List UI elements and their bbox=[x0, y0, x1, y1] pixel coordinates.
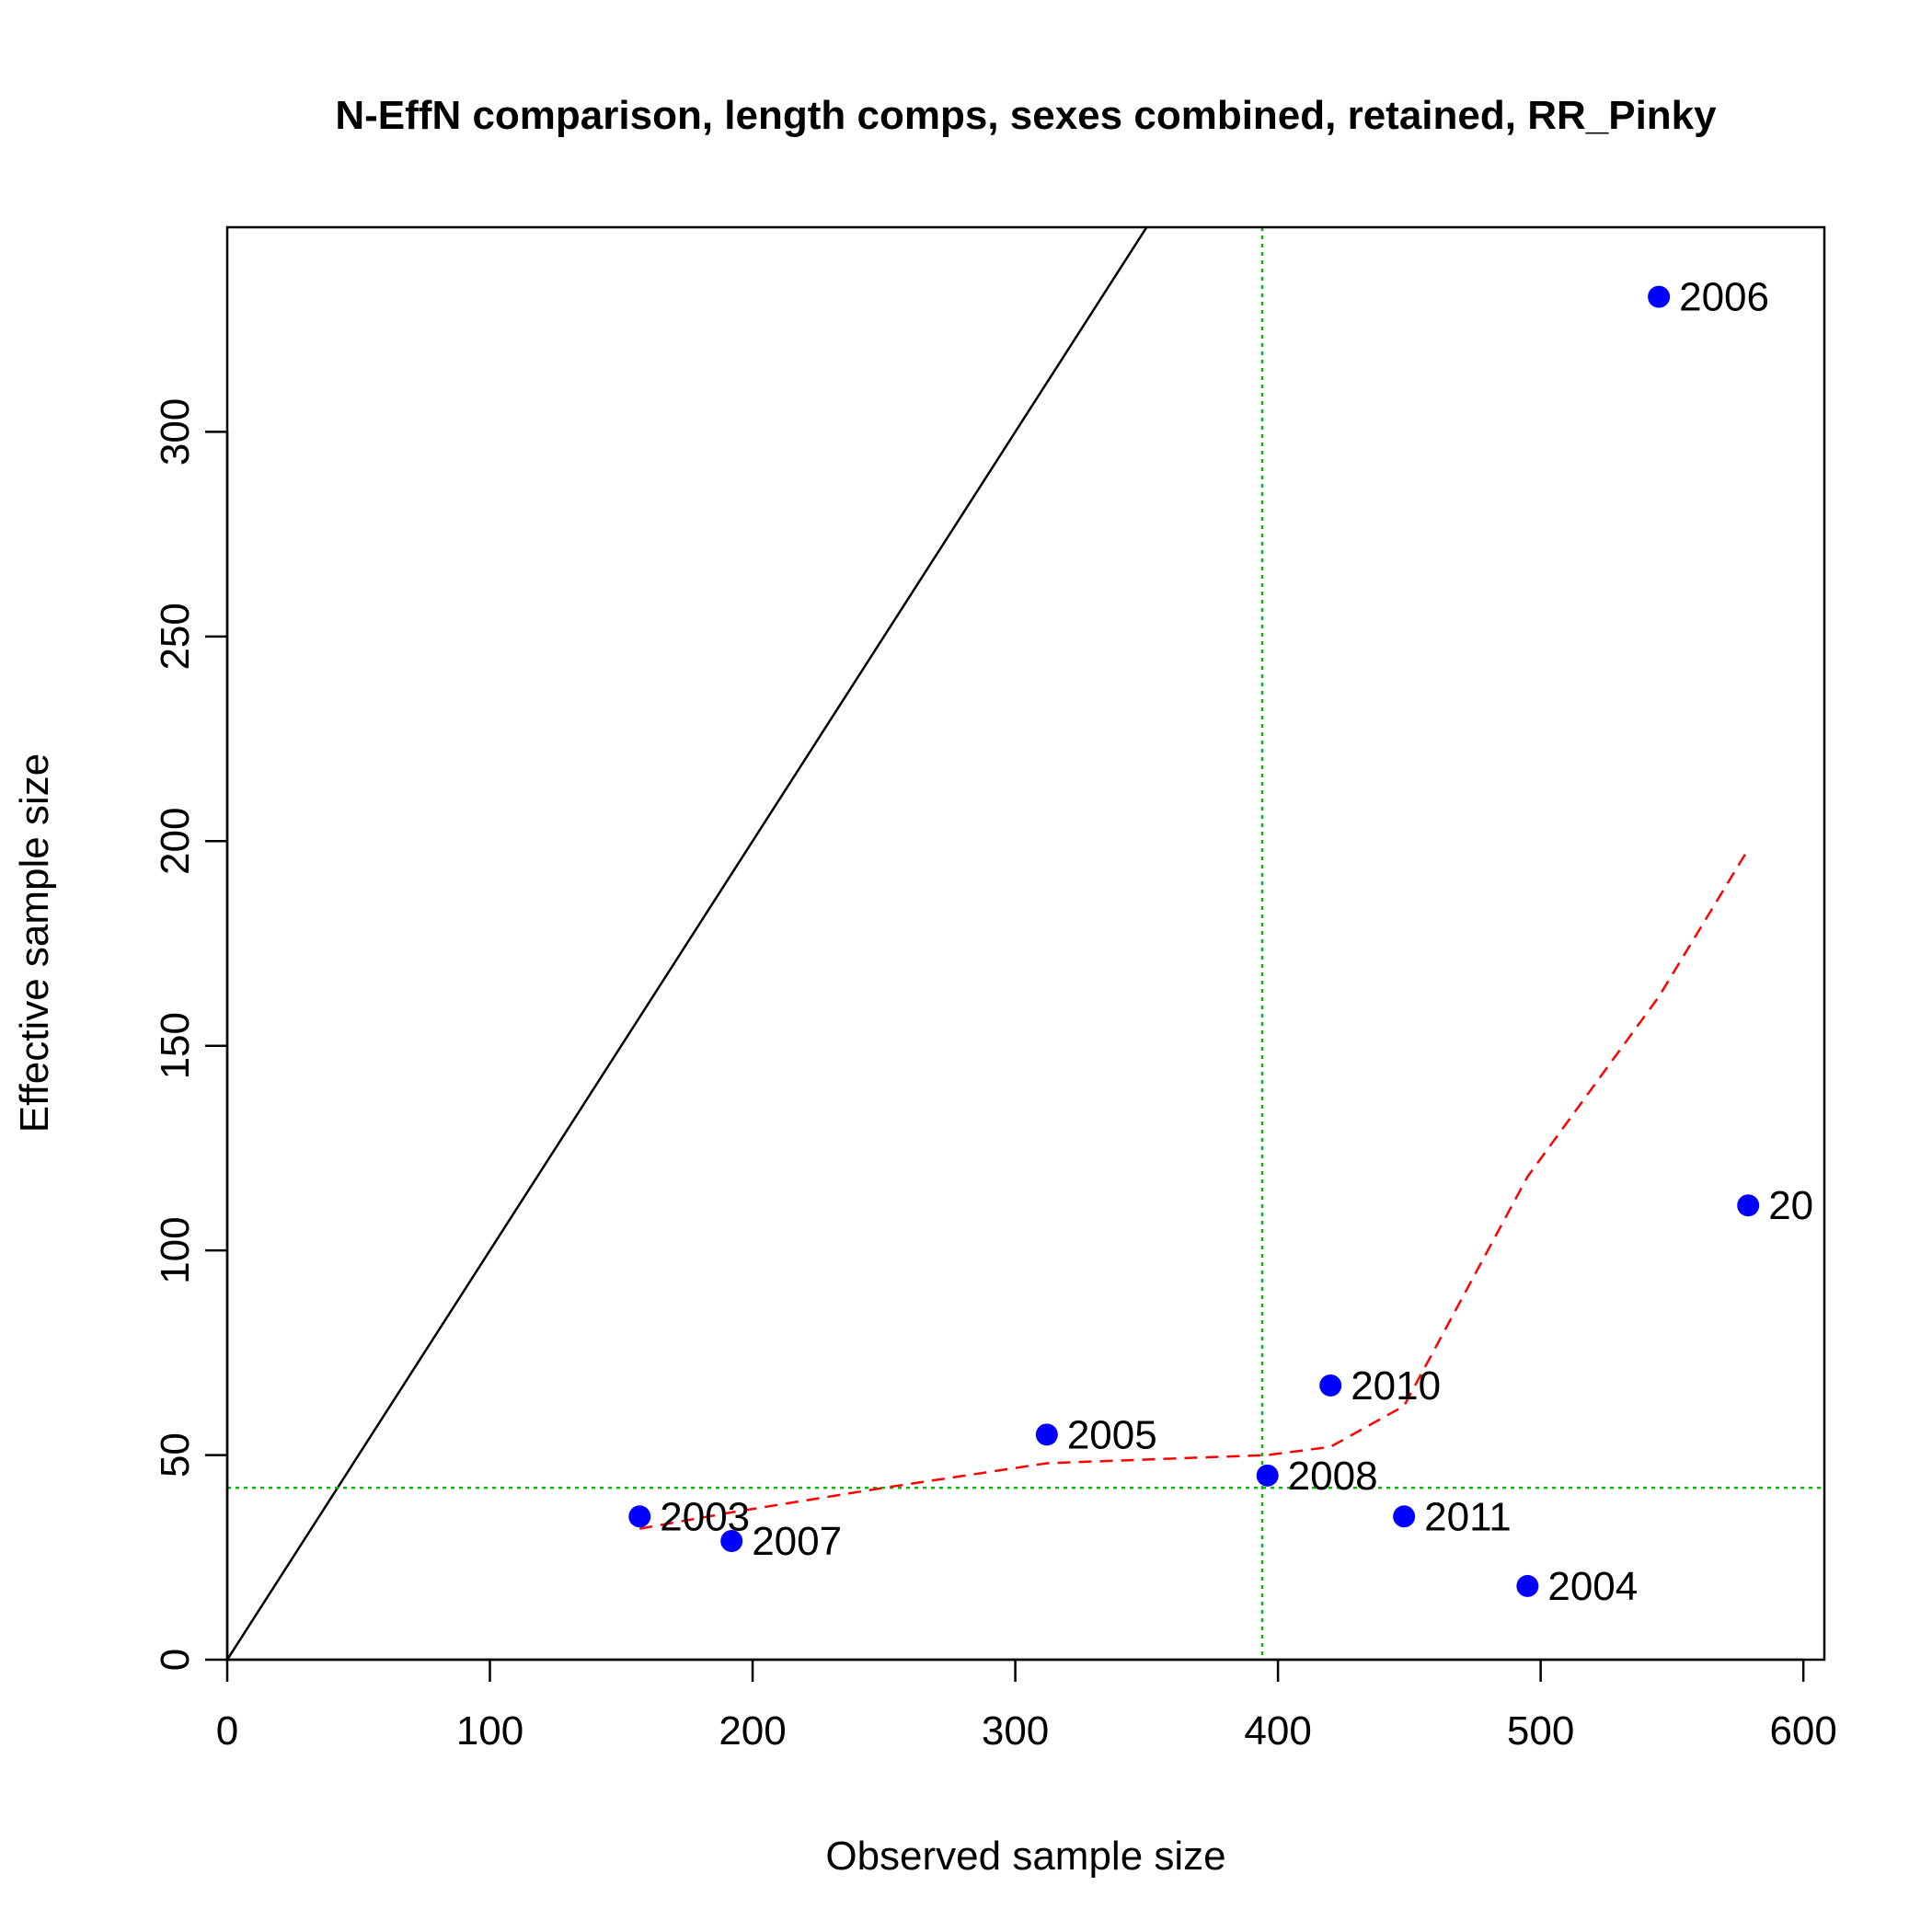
x-tick-label: 0 bbox=[216, 1708, 238, 1754]
plot-area bbox=[227, 227, 1824, 1660]
data-point bbox=[628, 1505, 651, 1528]
x-tick-label: 600 bbox=[1769, 1708, 1836, 1754]
plot-frame bbox=[225, 225, 1826, 1662]
data-point bbox=[1648, 285, 1671, 308]
y-tick-label: 50 bbox=[153, 1432, 198, 1478]
y-tick-label: 250 bbox=[153, 603, 198, 670]
y-tick-label: 200 bbox=[153, 808, 198, 875]
y-tick-label: 100 bbox=[153, 1216, 198, 1283]
x-tick-label: 400 bbox=[1244, 1708, 1311, 1754]
data-point bbox=[1393, 1505, 1416, 1528]
x-tick-label: 300 bbox=[982, 1708, 1049, 1754]
point-label: 2008 bbox=[1288, 1454, 1378, 1499]
data-point bbox=[1319, 1374, 1342, 1397]
x-tick-label: 200 bbox=[719, 1708, 786, 1754]
data-points bbox=[628, 285, 1760, 1597]
x-tick-label: 500 bbox=[1507, 1708, 1574, 1754]
data-point bbox=[720, 1529, 743, 1552]
data-point bbox=[1256, 1464, 1279, 1487]
data-point bbox=[1737, 1194, 1760, 1217]
point-label: 2005 bbox=[1067, 1412, 1157, 1457]
data-point bbox=[1035, 1423, 1058, 1446]
chart-title: N-EffN comparison, length comps, sexes c… bbox=[335, 93, 1717, 138]
point-label: 2011 bbox=[1424, 1494, 1512, 1539]
point-label: 2003 bbox=[660, 1494, 750, 1539]
y-tick-label: 150 bbox=[153, 1012, 198, 1079]
one-to-one-line bbox=[227, 227, 1148, 1660]
point-label: 2010 bbox=[1351, 1363, 1441, 1409]
y-axis-label: Effective sample size bbox=[12, 753, 57, 1133]
x-axis-label: Observed sample size bbox=[825, 1834, 1225, 1879]
data-point bbox=[1516, 1574, 1539, 1597]
x-tick-label: 100 bbox=[456, 1708, 523, 1754]
y-tick-label: 300 bbox=[153, 398, 198, 466]
point-label: 2007 bbox=[752, 1519, 842, 1564]
x-axis: 0 100 200 300 400 500 600 bbox=[216, 1658, 1837, 1754]
point-label: 2006 bbox=[1679, 275, 1769, 320]
smoother-line bbox=[639, 848, 1750, 1530]
y-axis: 0 50 100 150 200 250 300 bbox=[153, 398, 229, 1671]
y-tick-label: 0 bbox=[153, 1649, 198, 1671]
point-label: 20 bbox=[1768, 1183, 1813, 1228]
point-label: 2004 bbox=[1547, 1564, 1638, 1609]
